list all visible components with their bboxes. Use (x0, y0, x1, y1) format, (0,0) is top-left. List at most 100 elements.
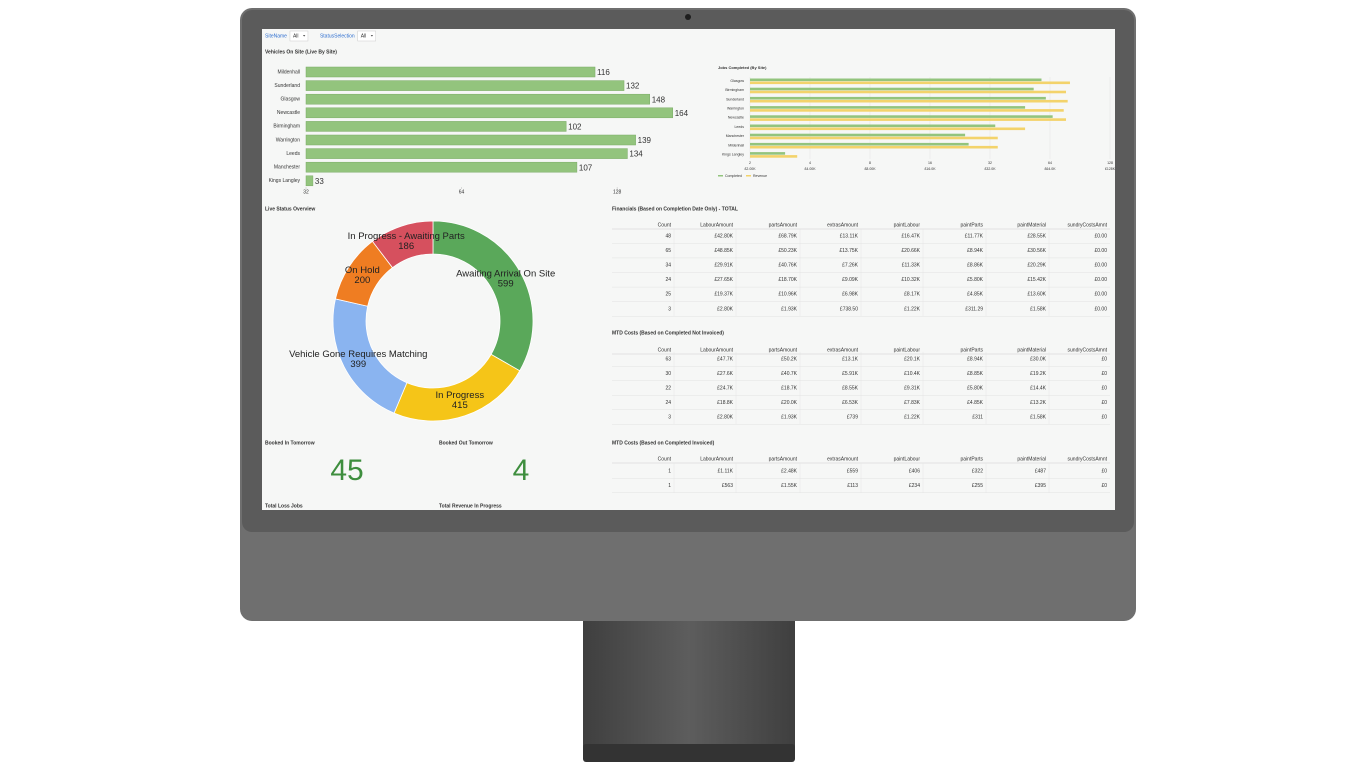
table-cell: £40.76K (778, 263, 797, 269)
table-cell: £10.4K (904, 371, 921, 377)
table-cell: 34 (665, 263, 671, 269)
table-cell: £18.70K (778, 277, 797, 283)
x2-tick-label: £128K (1105, 167, 1116, 171)
table-cell: £0.00 (1094, 233, 1107, 239)
table-cell: £311.29 (965, 306, 983, 312)
table-cell: £7.26K (842, 263, 859, 269)
column-header: sundryCostsAmnt (1068, 456, 1108, 462)
segment-value: 399 (350, 359, 366, 370)
table-cell: £234 (909, 483, 920, 489)
table-cell: £0.00 (1094, 306, 1107, 312)
category-label: Newcastle (277, 110, 300, 116)
table-cell: £9.09K (842, 277, 859, 283)
filter-value: All (361, 33, 367, 39)
stat-value: 45 (330, 454, 363, 487)
column-header: extrasAmount (827, 456, 858, 462)
table-cell: £50.23K (778, 248, 797, 254)
category-label: Glasgow (730, 79, 744, 83)
category-label: Warrington (727, 107, 744, 111)
table-cell: 24 (665, 400, 671, 406)
dashboard: SiteName All StatusSelection All Vehicles On… (265, 30, 1116, 509)
bar (750, 87, 1034, 91)
table-cell: £0.00 (1094, 263, 1107, 269)
x-tick-label: 32 (988, 161, 992, 165)
segment-label: Vehicle Gone Requires Matching (289, 349, 427, 360)
category-label: Mildenhall (277, 69, 300, 75)
table-title: MTD Costs (Based on Completed Invoiced) (612, 440, 715, 446)
table-cell: £27.6K (717, 371, 734, 377)
table-cell: £10.32K (901, 277, 920, 283)
dropdown-arrow (370, 35, 374, 37)
filter-label: SiteName (265, 33, 287, 39)
table-cell: £48.85K (714, 248, 733, 254)
bar (750, 118, 1067, 121)
table-cell: £311 (972, 414, 983, 420)
bar (305, 66, 596, 78)
table-cell: £6.53K (842, 400, 859, 406)
segment-label: On Hold (345, 265, 380, 276)
table-cell: £13.11K (840, 233, 859, 239)
table-cell: £50.2K (781, 356, 798, 362)
column-header: paintLabour (894, 222, 921, 228)
segment-value: 599 (498, 278, 514, 289)
chart-title: Jobs Completed (By Site) (718, 65, 767, 70)
dropdown-arrow (302, 35, 306, 37)
column-header: sundryCostsAmnt (1068, 347, 1108, 353)
category-label: Leeds (286, 151, 300, 157)
table-cell: £0 (1101, 468, 1107, 474)
table-cell: £322 (972, 468, 983, 474)
category-label: Leeds (734, 125, 744, 129)
column-header: paintMaterial (1017, 347, 1046, 353)
category-label: Kings Langley (269, 178, 301, 184)
filter-dropdown[interactable] (289, 30, 309, 42)
donut-segment (432, 220, 534, 372)
bar (750, 109, 1064, 112)
column-header: partsAmount (769, 222, 798, 228)
legend-swatch (718, 175, 723, 177)
bar (750, 155, 798, 158)
bar (750, 124, 996, 128)
data-label: 107 (579, 163, 593, 172)
bar (750, 133, 966, 137)
data-label: 102 (568, 123, 582, 132)
bar (750, 115, 1053, 118)
table-cell: £406 (909, 468, 920, 474)
stat-label: Total Revenue In Progress (439, 503, 502, 509)
category-label: Sunderland (274, 83, 300, 89)
table-cell: 24 (665, 277, 671, 283)
table-cell: £18.7K (781, 385, 798, 391)
filter-dropdown[interactable] (357, 30, 376, 42)
table-cell: £47.7K (717, 356, 734, 362)
category-label: Kings Langley (722, 153, 744, 157)
table-cell: £30.0K (1030, 356, 1047, 362)
table-cell: £4.85K (967, 292, 984, 298)
column-header: paintLabour (894, 347, 921, 353)
column-header: LabourAmount (700, 222, 733, 228)
column-header: paintMaterial (1017, 222, 1046, 228)
column-header: extrasAmount (827, 222, 858, 228)
legend-label: Revenue (753, 174, 767, 178)
table-cell: £559 (847, 468, 858, 474)
table-cell: £20.0K (781, 400, 798, 406)
category-label: Newcastle (728, 116, 744, 120)
table-cell: £2.80K (717, 306, 734, 312)
category-label: Manchester (274, 165, 300, 171)
bar (305, 80, 625, 91)
column-header: paintParts (960, 347, 983, 353)
x-tick-label: 4 (809, 161, 811, 165)
table-cell: £2.80K (717, 414, 734, 420)
column-header: sundryCostsAmnt (1068, 222, 1108, 228)
x-tick-label: 16 (928, 161, 932, 165)
table-cell: 25 (665, 292, 671, 298)
bar (305, 134, 636, 146)
table-cell: £11.33K (902, 263, 921, 269)
column-header: LabourAmount (700, 347, 733, 353)
bar (750, 152, 786, 155)
camera (685, 14, 691, 20)
table-cell: 3 (668, 306, 671, 312)
bar (750, 96, 1046, 100)
bar (305, 148, 628, 159)
bar (750, 106, 1026, 109)
table-cell: 48 (665, 233, 671, 239)
data-label: 132 (626, 82, 640, 91)
